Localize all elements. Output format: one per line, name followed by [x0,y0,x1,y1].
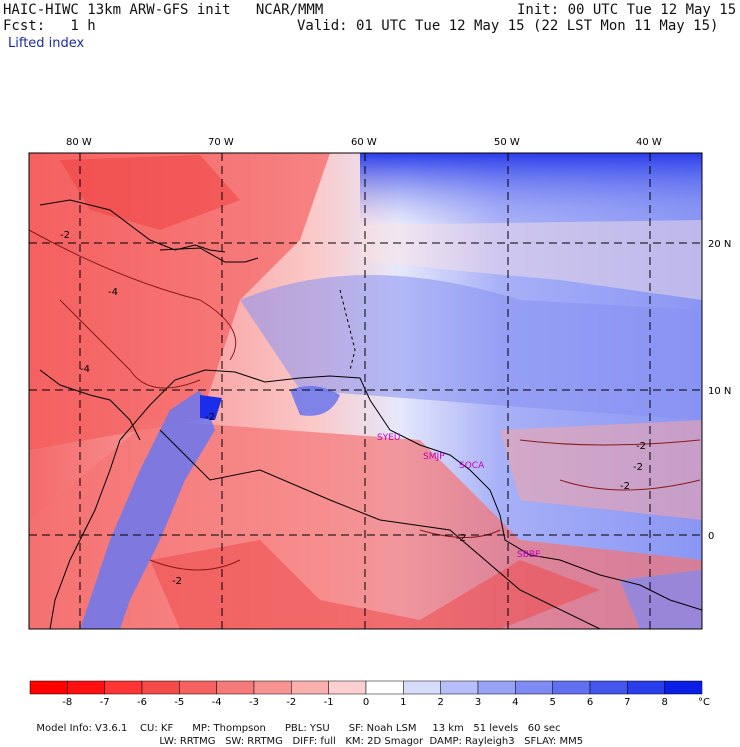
colorbar-tick-label: -1 [324,697,334,708]
colorbar-tick-label: 1 [400,697,406,708]
colorbar-tick-label: -7 [100,697,110,708]
grid-spacing: 13 km [432,723,464,734]
colorbar-swatch [67,680,105,695]
colorbar-swatch [29,680,68,695]
contour-label: -2 [172,576,182,587]
graticule [29,153,702,629]
lon-label: 50 W [494,137,520,148]
eddy-coefficient: KM: 2D Smagor [345,736,424,747]
colorbar-tick-label: -6 [137,697,147,708]
station-label: SBBE [517,550,541,560]
map-frame [28,152,703,630]
pbl-scheme: PBL: YSU [284,723,330,734]
colorbar-swatch [403,680,441,695]
contour-labels: -2 -4 -4 -2 -2 -2 -2 -2 -2 [60,230,646,587]
colorbar-tick-label: 8 [661,697,667,708]
colorbar-swatch [552,680,591,695]
sw-radiation: SW: RRTMG [225,736,283,747]
contour-label: -2 [633,462,643,473]
colorbar-tick-label: -5 [174,697,184,708]
colorbar-swatch [328,680,367,695]
colorbar-swatch [515,680,553,695]
colorbar-tick-label: 7 [624,697,630,708]
contour-label: -4 [80,364,90,375]
colorbar-tick-label: -4 [212,697,222,708]
lw-radiation: LW: RRTMG [159,736,216,747]
forecast-hour: Fcst: 1 h [3,18,96,34]
colorbar-swatch [179,680,217,695]
valid-time: Valid: 01 UTC Tue 12 May 15 (22 LST Mon … [297,18,719,34]
damping: DAMP: Rayleigh3 [429,736,515,747]
colorbar-swatch [440,680,479,695]
colorbar-swatch [627,680,665,695]
lon-label: 80 W [66,137,92,148]
contour-label: -2 [636,441,646,452]
model-title: HAIC-HIWC 13km ARW-GFS init NCAR/MMM [3,2,324,18]
colorbar-tick-label: -2 [286,697,296,708]
colorbar-tick-label: 3 [475,697,481,708]
station-label: SMJP [423,452,445,462]
colorbar-tick-label: 2 [437,697,443,708]
contours [29,229,701,571]
station-label: SOCA [459,461,485,471]
surface-layer: SFLAY: MM5 [524,736,584,747]
lon-label: 70 W [208,137,234,148]
model-info-line1: Model Info: V3.6.1 CU: KF MP: Thompson P… [30,712,561,734]
cumulus-scheme: CU: KF [140,723,174,734]
init-time: Init: 00 UTC Tue 12 May 15 [517,2,737,18]
lat-label: 20 N [708,239,731,250]
contour-label: -2 [620,481,630,492]
colorbar-tick-label: -3 [249,697,259,708]
contour-label: -2 [456,533,466,544]
colorbar-tick-label: 6 [587,697,593,708]
colorbar-swatch [365,680,404,695]
colorbar-tick-label: 5 [549,697,555,708]
colorbar-swatch [141,680,180,695]
timestep: 60 sec [527,723,561,734]
model-version: Model Info: V3.6.1 [36,723,128,734]
colorbar-unit: °C [698,697,710,708]
colorbar-swatch [104,680,143,695]
lat-label: 0 [708,531,714,542]
diffusion: DIFF: full [292,736,336,747]
colorbar-swatch [216,680,255,695]
colorbar-swatch [253,680,292,695]
colorbar-tick-label: -8 [62,697,72,708]
station-labels: SYEU SMJP SOCA SBBE [377,433,541,560]
colorbar: -8 -7 -6 -5 -4 -3 -2 -1 0 1 2 3 4 5 6 7 8 °C [29,680,710,708]
colorbar-swatch [477,680,516,695]
lat-label: 10 N [708,386,731,397]
colorbar-swatch [291,680,329,695]
colorbar-tick-label: 0 [363,697,369,708]
lon-label: 60 W [351,137,377,148]
contour-label: -4 [108,287,118,298]
vertical-levels: 51 levels [473,723,519,734]
lon-label: 40 W [636,137,662,148]
colorbar-swatch [589,680,628,695]
model-info-line2: LW: RRTMG SW: RRTMG DIFF: full KM: 2D Sm… [153,725,583,747]
surface-scheme: SF: Noah LSM [348,723,417,734]
contour-label: -2 [60,230,70,241]
colorbar-swatch [664,680,703,695]
station-label: SYEU [377,433,400,443]
colorbar-tick-label: 4 [512,697,518,708]
contour-label: -2 [205,412,215,423]
microphysics-scheme: MP: Thompson [192,723,266,734]
field-name: Lifted index [8,36,85,51]
